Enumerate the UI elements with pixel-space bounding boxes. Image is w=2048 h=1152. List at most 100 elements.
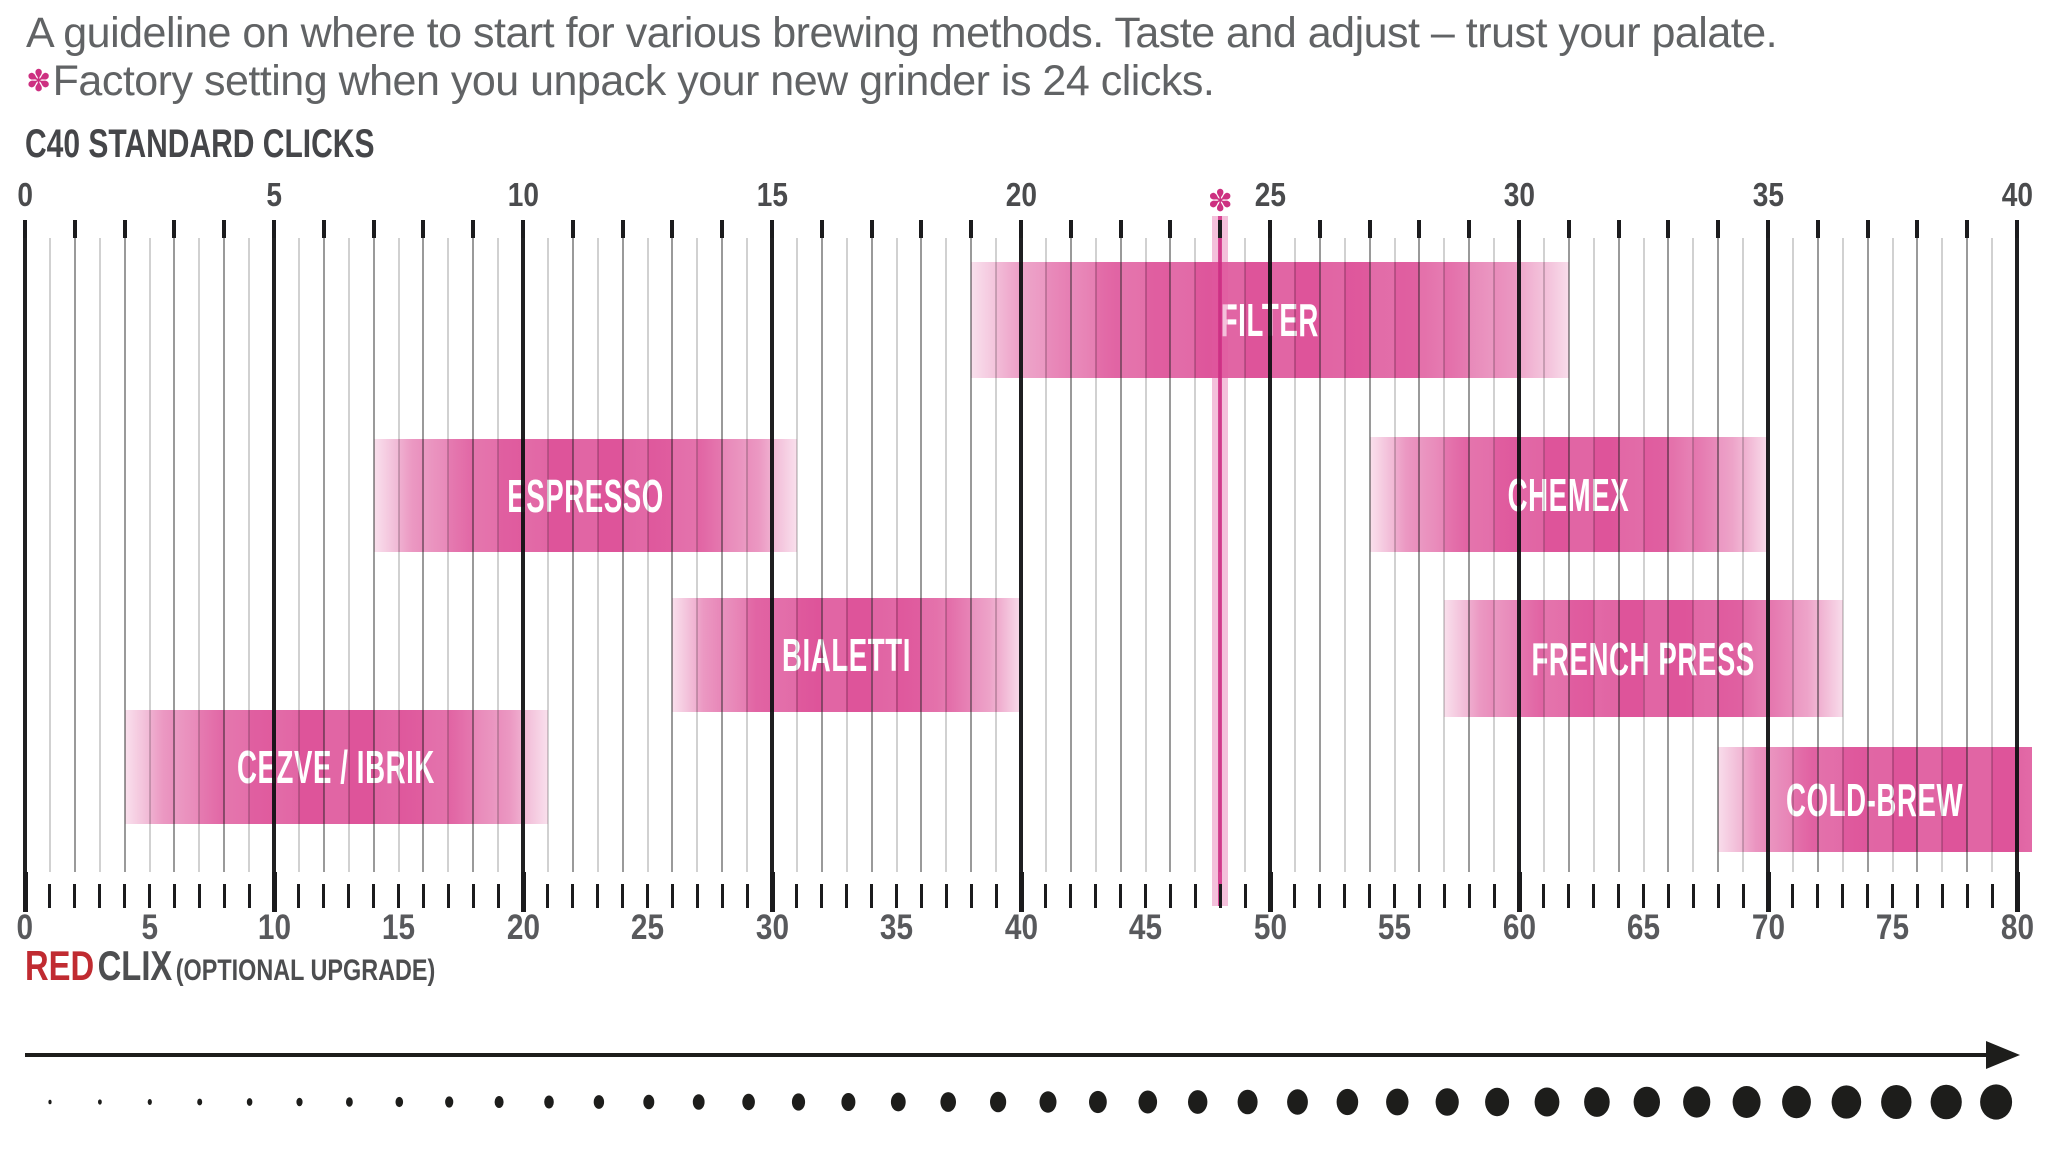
bottom-axis-tick	[98, 884, 102, 908]
gridline	[1268, 238, 1272, 872]
band-label: COLD-BREW	[1786, 773, 1964, 826]
gridline	[198, 238, 201, 872]
top-axis-label-text: 5	[266, 176, 282, 213]
gridline	[1194, 238, 1197, 872]
bottom-axis-tick	[1393, 884, 1396, 908]
bottom-axis-title: RED CLIX (OPTIONAL UPGRADE)	[25, 942, 551, 990]
grind-size-dot	[1089, 1090, 1107, 1114]
grind-size-dot	[1633, 1086, 1661, 1118]
bottom-axis-tick	[795, 884, 799, 908]
bottom-axis-tick	[1841, 884, 1845, 908]
grind-size-dot	[1980, 1084, 2013, 1120]
bottom-axis-tick	[222, 884, 226, 908]
grind-size-dot	[395, 1096, 404, 1108]
top-axis-label-text: 0	[17, 176, 33, 213]
gridline	[546, 238, 549, 872]
top-axis-tick	[23, 220, 27, 238]
grind-size-dot	[1930, 1084, 1962, 1120]
gridline	[1318, 238, 1321, 872]
grind-size-dot	[1732, 1086, 1761, 1118]
bottom-axis-tick	[1492, 884, 1496, 908]
bottom-axis-tick	[496, 884, 500, 908]
gridline	[995, 238, 998, 872]
bottom-axis-tick	[1791, 884, 1795, 908]
gridline	[1119, 238, 1122, 872]
gridline	[123, 238, 126, 872]
bottom-axis-label-text: 5	[141, 908, 158, 947]
top-axis-tick	[1616, 220, 1621, 238]
gridline	[1094, 238, 1097, 872]
bottom-axis-label-text: 60	[1502, 908, 1536, 947]
top-axis-tick	[521, 220, 525, 238]
bottom-axis-tick	[1318, 884, 1322, 908]
top-axis-tick	[1566, 220, 1571, 238]
bottom-axis-tick	[73, 884, 77, 908]
gridline	[397, 238, 400, 872]
gridline	[870, 238, 873, 872]
gridline	[248, 238, 251, 872]
grind-size-dot	[841, 1093, 856, 1111]
gridline	[1069, 238, 1072, 872]
grind-size-dot	[1782, 1085, 1811, 1119]
top-axis-tick	[1367, 220, 1372, 238]
bottom-axis-tick	[2014, 872, 2020, 912]
top-axis-tick	[919, 220, 924, 238]
band-label: CHEMEX	[1507, 468, 1630, 521]
bottom-axis-tick	[421, 884, 425, 908]
gridline	[1019, 238, 1023, 872]
bottom-axis-tick	[1094, 884, 1098, 908]
grind-size-dot	[445, 1096, 454, 1108]
top-axis-tick	[819, 220, 824, 238]
gridline	[646, 238, 649, 872]
grind-size-dot	[1237, 1089, 1258, 1115]
top-axis-tick	[172, 220, 177, 238]
top-axis-tick	[272, 220, 276, 238]
bottom-axis-tick	[596, 884, 600, 908]
gridline	[571, 238, 574, 872]
red-clix-label-red: RED	[25, 942, 95, 989]
grind-size-dot	[48, 1099, 52, 1105]
bottom-axis-tick	[1018, 872, 1024, 912]
grind-size-dot	[742, 1093, 755, 1111]
top-axis-tick	[570, 220, 575, 238]
bottom-axis-tick	[1368, 884, 1372, 908]
bottom-axis-label-text: 25	[630, 908, 665, 947]
top-axis-label-text: 10	[507, 176, 539, 213]
gridline	[1791, 238, 1794, 872]
top-axis-label-text: 30	[1503, 176, 1535, 213]
grind-size-dot	[990, 1091, 1007, 1113]
gridline	[1368, 238, 1371, 872]
gridline	[1144, 238, 1147, 872]
bottom-axis-tick	[969, 884, 973, 908]
bottom-axis-tick	[1044, 884, 1048, 908]
top-axis-tick	[1965, 220, 1970, 238]
bottom-axis-tick	[471, 884, 475, 908]
factory-setting-marker-core	[1218, 216, 1223, 906]
bottom-axis-label-text: 20	[506, 908, 540, 947]
bottom-axis-tick	[1691, 884, 1695, 908]
top-axis-tick	[2015, 220, 2019, 238]
gridline	[1717, 238, 1720, 872]
gridline	[671, 238, 674, 872]
grind-size-dot	[1287, 1089, 1308, 1115]
grind-size-dot	[1039, 1091, 1057, 1113]
bottom-axis-tick	[1716, 884, 1720, 908]
band-bialetti: BIALETTI	[672, 598, 1021, 712]
bottom-axis-tick	[1617, 884, 1621, 908]
grind-size-dot	[1435, 1088, 1459, 1116]
bottom-axis-tick	[845, 884, 849, 908]
top-axis-tick	[1716, 220, 1721, 238]
bottom-axis-tick	[1765, 872, 1771, 912]
gridline	[970, 238, 973, 872]
bottom-axis-tick	[397, 884, 400, 908]
bottom-axis-tick	[1542, 884, 1546, 908]
gridline	[23, 238, 27, 872]
grind-size-dot	[1683, 1086, 1711, 1118]
top-axis-tick	[321, 220, 326, 238]
bottom-axis-tick	[994, 884, 998, 908]
gridline	[1766, 238, 1770, 872]
grind-size-dot	[1336, 1088, 1359, 1116]
asterisk-icon: ✽	[26, 64, 51, 99]
bottom-axis-tick	[944, 884, 948, 908]
gridline	[1667, 238, 1670, 872]
